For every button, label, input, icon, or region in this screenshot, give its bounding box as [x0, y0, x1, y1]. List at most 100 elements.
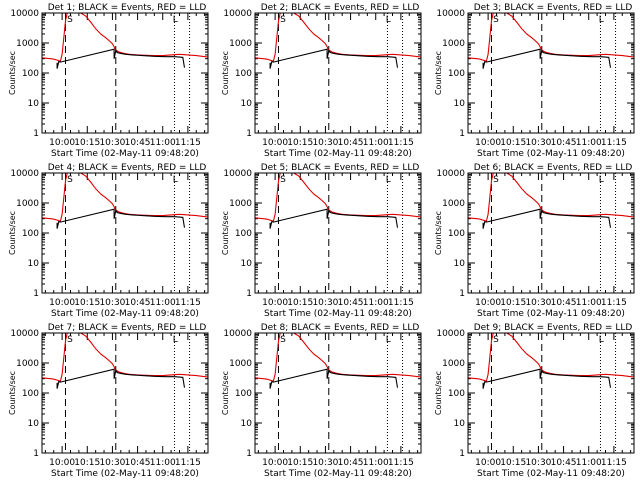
- series-events-line: [56, 208, 186, 229]
- plot-frame: [254, 12, 422, 134]
- series-lld-line: [255, 13, 421, 62]
- panel-det-2: Det 2; BLACK = Events, RED = LLD 1 10 100 10…: [221, 3, 422, 159]
- x-tick-label: 10:30: [99, 458, 125, 468]
- series-events-line: [56, 48, 186, 69]
- y-axis-label: Counts/sec: [8, 211, 17, 255]
- plot-area: [42, 13, 208, 133]
- y-axis-label: Counts/sec: [221, 371, 230, 415]
- panel-det-8: Det 8; BLACK = Events, RED = LLD 1 10 100 10…: [221, 323, 422, 479]
- y-tick-label: 100: [22, 229, 39, 239]
- panel-det-5: Det 5; BLACK = Events, RED = LLD 1 10 100 10…: [221, 163, 422, 319]
- y-tick-label: 1: [33, 449, 39, 459]
- x-tick-label: 10:15: [74, 458, 100, 468]
- x-axis-label: Start Time (02-May-11 09:48:20): [477, 309, 625, 319]
- x-tick-label: 11:15: [175, 298, 201, 308]
- series-events-line: [482, 368, 612, 389]
- x-axis-label: Start Time (02-May-11 09:48:20): [477, 469, 625, 479]
- x-tick-label: 10:15: [287, 138, 313, 148]
- panel-title: Det 5; BLACK = Events, RED = LLD: [261, 163, 420, 173]
- plot-area: [468, 13, 634, 133]
- y-tick-label: 1: [246, 449, 252, 459]
- y-tick-label: 1: [459, 289, 465, 299]
- marker-label-s: S: [67, 175, 73, 185]
- x-axis-label: Start Time (02-May-11 09:48:20): [264, 149, 412, 159]
- y-tick-label: 1: [246, 289, 252, 299]
- y-axis-label: Counts/sec: [434, 51, 443, 95]
- x-tick-label: 10:30: [525, 298, 551, 308]
- x-tick-label: 10:30: [525, 138, 551, 148]
- x-tick-label: 11:00: [150, 298, 176, 308]
- series-events-line: [482, 48, 612, 69]
- series-events-line: [269, 368, 399, 389]
- x-axis-label: Start Time (02-May-11 09:48:20): [264, 469, 412, 479]
- x-tick-label: 11:00: [150, 138, 176, 148]
- x-tick-label: 11:15: [388, 138, 414, 148]
- x-tick-label: 11:00: [576, 138, 602, 148]
- plot-area: [468, 333, 634, 453]
- y-tick-label: 1000: [442, 39, 465, 49]
- x-tick-label: 10:15: [500, 458, 526, 468]
- series-lld-line: [255, 173, 421, 222]
- panel-det-9: Det 9; BLACK = Events, RED = LLD 1 10 100 10…: [434, 323, 635, 479]
- x-tick-label: 10:30: [312, 138, 338, 148]
- y-tick-label: 10: [241, 419, 253, 429]
- plot-frame: [254, 172, 422, 294]
- series-lld-line: [42, 173, 208, 222]
- x-tick-label: 10:00: [49, 298, 75, 308]
- series-lld-line: [42, 333, 208, 382]
- y-axis-label: Counts/sec: [8, 51, 17, 95]
- marker-label-l: L: [173, 15, 178, 25]
- y-tick-label: 10: [28, 99, 40, 109]
- x-tick-label: 10:30: [312, 298, 338, 308]
- y-tick-label: 1000: [442, 199, 465, 209]
- y-tick-label: 10: [28, 259, 40, 269]
- series-lld-line: [468, 13, 634, 62]
- x-tick-label: 10:00: [475, 298, 501, 308]
- y-tick-label: 1000: [229, 39, 252, 49]
- y-tick-label: 10000: [223, 169, 252, 179]
- x-tick-label: 10:45: [125, 458, 151, 468]
- panel-title: Det 8; BLACK = Events, RED = LLD: [261, 323, 420, 333]
- x-tick-label: 11:00: [363, 458, 389, 468]
- panel-title: Det 2; BLACK = Events, RED = LLD: [261, 3, 420, 13]
- y-tick-label: 10000: [436, 9, 465, 19]
- y-tick-label: 10000: [223, 9, 252, 19]
- panel-det-1: Det 1; BLACK = Events, RED = LLD 1 10 100 10…: [8, 3, 209, 159]
- y-tick-label: 1: [459, 449, 465, 459]
- x-tick-label: 10:00: [262, 138, 288, 148]
- x-tick-label: 10:00: [475, 458, 501, 468]
- plot-area: [255, 173, 421, 293]
- y-tick-label: 10: [28, 419, 40, 429]
- marker-label-s: S: [280, 15, 286, 25]
- plot-frame: [254, 332, 422, 454]
- series-lld-line: [468, 333, 634, 382]
- x-tick-label: 10:45: [338, 298, 364, 308]
- marker-label-l: L: [599, 15, 604, 25]
- x-axis-label: Start Time (02-May-11 09:48:20): [51, 309, 199, 319]
- plot-area: [255, 13, 421, 133]
- marker-label-l: L: [173, 335, 178, 345]
- panel-title: Det 9; BLACK = Events, RED = LLD: [474, 323, 633, 333]
- x-tick-label: 11:00: [363, 138, 389, 148]
- marker-label-s: S: [493, 15, 499, 25]
- x-tick-label: 10:15: [500, 298, 526, 308]
- y-tick-label: 100: [22, 389, 39, 399]
- panel-title: Det 4; BLACK = Events, RED = LLD: [48, 163, 207, 173]
- plot-frame: [467, 332, 635, 454]
- x-axis-label: Start Time (02-May-11 09:48:20): [51, 469, 199, 479]
- marker-label-s: S: [67, 15, 73, 25]
- panel-title: Det 1; BLACK = Events, RED = LLD: [48, 3, 207, 13]
- x-tick-label: 11:00: [576, 458, 602, 468]
- panel-title: Det 7; BLACK = Events, RED = LLD: [48, 323, 207, 333]
- series-events-line: [56, 368, 186, 389]
- marker-label-l: L: [599, 335, 604, 345]
- x-tick-label: 10:15: [74, 298, 100, 308]
- x-tick-label: 11:15: [601, 138, 627, 148]
- y-tick-label: 10000: [223, 329, 252, 339]
- marker-label-l: L: [173, 175, 178, 185]
- x-tick-label: 11:15: [601, 298, 627, 308]
- panel-title: Det 6; BLACK = Events, RED = LLD: [474, 163, 633, 173]
- y-axis-label: Counts/sec: [434, 371, 443, 415]
- x-tick-label: 10:30: [312, 458, 338, 468]
- plot-frame: [41, 172, 209, 294]
